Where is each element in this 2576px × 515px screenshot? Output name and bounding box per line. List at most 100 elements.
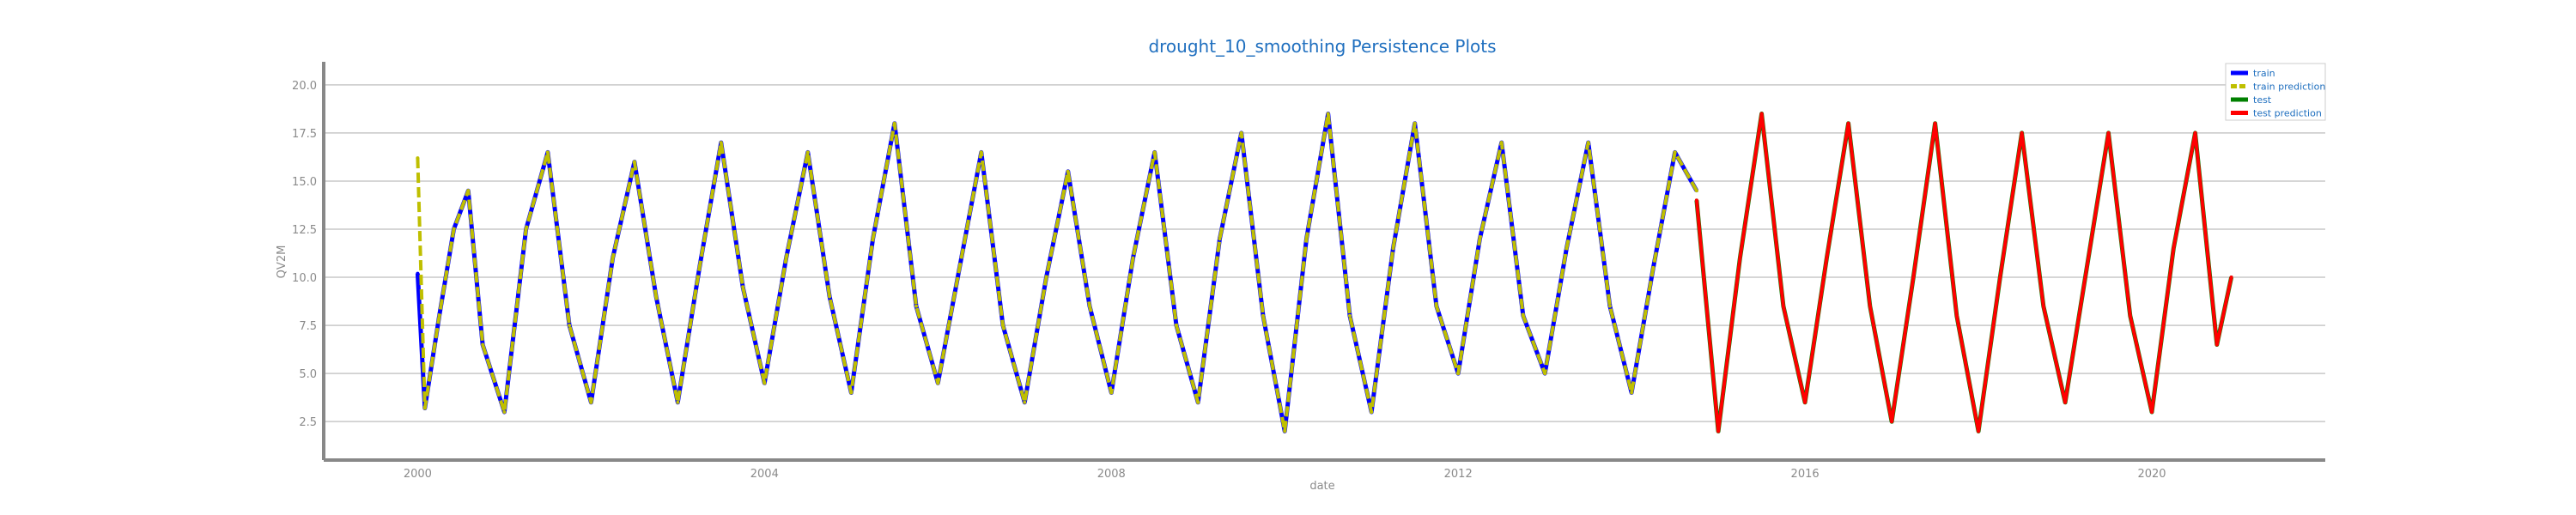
- data-point: [676, 400, 680, 404]
- data-point: [2085, 265, 2089, 270]
- x-tick-label: 2004: [750, 468, 779, 481]
- data-point: [1759, 112, 1764, 116]
- data-point: [1370, 409, 1374, 414]
- y-tick-label: 17.5: [292, 128, 317, 141]
- data-point: [914, 304, 919, 308]
- data-point: [452, 227, 456, 232]
- data-point: [762, 381, 767, 385]
- data-point: [1868, 304, 1872, 308]
- data-point: [849, 391, 854, 395]
- data-point: [957, 265, 962, 270]
- data-point: [1738, 256, 1742, 260]
- y-axis-label: QV2M: [276, 245, 289, 279]
- legend-label: test prediction: [2253, 108, 2322, 119]
- data-point: [1066, 169, 1070, 173]
- data-point: [502, 409, 507, 414]
- data-point: [1218, 237, 1222, 241]
- data-point: [892, 121, 896, 125]
- data-point: [2172, 246, 2176, 251]
- data-point: [936, 381, 940, 385]
- series-train: [415, 112, 1699, 433]
- data-point: [481, 342, 485, 347]
- data-point: [1825, 256, 1829, 260]
- data-point: [719, 141, 723, 145]
- data-point: [741, 285, 745, 289]
- series-test: [1694, 112, 2234, 433]
- data-point: [1261, 313, 1265, 318]
- data-point: [416, 156, 420, 161]
- y-tick-label: 2.5: [299, 416, 317, 429]
- data-point: [1651, 265, 1656, 270]
- data-point: [1499, 141, 1504, 145]
- data-point: [1434, 304, 1438, 308]
- legend-label: test: [2253, 94, 2272, 106]
- data-point: [2063, 400, 2068, 404]
- data-point: [437, 313, 441, 318]
- legend-label: train prediction: [2253, 82, 2325, 93]
- x-tick-label: 2016: [1791, 468, 1820, 481]
- chart-title: drought_10_smoothing Persistence Plots: [1148, 36, 1496, 57]
- data-point: [1781, 304, 1785, 308]
- data-point: [1478, 237, 1482, 241]
- data-point: [654, 294, 659, 299]
- data-point: [1630, 391, 1634, 395]
- data-point: [589, 400, 593, 404]
- data-point: [1347, 313, 1352, 318]
- data-point: [1283, 429, 1287, 433]
- data-point: [979, 150, 983, 154]
- data-point: [1001, 324, 1005, 328]
- x-tick-label: 2008: [1097, 468, 1126, 481]
- y-tick-label: 15.0: [292, 176, 317, 189]
- axes: [322, 62, 2325, 462]
- data-point: [784, 256, 788, 260]
- grid-lines: [324, 84, 2325, 422]
- data-point: [2193, 130, 2197, 135]
- data-point: [1152, 150, 1157, 154]
- data-point: [1890, 420, 1894, 424]
- y-tick-label: 10.0: [292, 272, 317, 285]
- x-tick-label: 2000: [404, 468, 432, 481]
- data-point: [2229, 276, 2233, 280]
- data-point: [2215, 342, 2219, 347]
- data-point: [1196, 400, 1200, 404]
- data-point: [2128, 313, 2132, 318]
- data-point: [1326, 112, 1330, 116]
- data-point: [2041, 304, 2045, 308]
- series-layer: [415, 112, 2234, 433]
- data-point: [1088, 304, 1092, 308]
- data-point: [466, 189, 471, 193]
- data-point: [1716, 429, 1721, 433]
- data-point: [2150, 409, 2154, 414]
- series-test-prediction: [1694, 112, 2233, 433]
- data-point: [1564, 246, 1569, 251]
- data-point: [422, 406, 427, 410]
- data-point: [1131, 256, 1135, 260]
- data-point: [697, 265, 702, 270]
- series-line: [1694, 112, 2233, 433]
- data-point: [1304, 237, 1309, 241]
- data-point: [416, 271, 420, 276]
- x-tick-label: 2020: [2137, 468, 2166, 481]
- data-point: [1933, 121, 1937, 125]
- data-point: [1044, 276, 1048, 280]
- data-point: [1109, 391, 1114, 395]
- data-point: [1846, 121, 1850, 125]
- tick-labels: 2.5 5.0 7.5 10.0 12.5 15.0 17.5 20.0 2000 2004 200…: [292, 80, 2166, 481]
- data-point: [828, 294, 832, 299]
- data-point: [545, 150, 550, 154]
- data-point: [1954, 313, 1959, 318]
- data-point: [1586, 141, 1590, 145]
- data-point: [524, 227, 528, 232]
- y-tick-label: 12.5: [292, 224, 317, 237]
- series-train-prediction: [416, 112, 1698, 433]
- data-point: [568, 324, 572, 328]
- data-point: [1673, 150, 1677, 154]
- data-point: [1543, 372, 1547, 376]
- series-line: [416, 112, 1698, 433]
- x-tick-label: 2012: [1444, 468, 1473, 481]
- data-point: [2020, 130, 2024, 135]
- data-point: [1413, 121, 1417, 125]
- data-point: [1803, 400, 1807, 404]
- data-point: [1023, 400, 1027, 404]
